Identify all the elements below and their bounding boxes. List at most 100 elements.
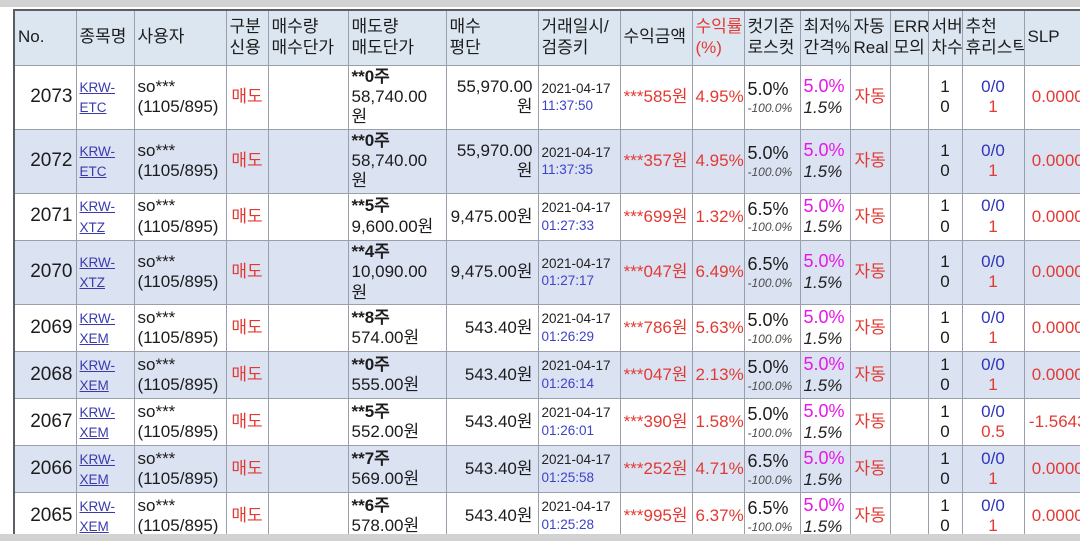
cell-profit: ***786원 [619,304,693,353]
symbol-link[interactable]: KRW-ETC [79,79,116,116]
cell-avg-price: 543.40원 [445,492,539,541]
cell-sell: **0주 58,740.00원 [347,128,447,194]
cell-avg-price: 543.40원 [445,351,539,400]
cell-no: 2069 [13,304,77,353]
cell-cut: 6.5% -100.0% [743,445,801,494]
trade-history-table: No. 종목명 사용자 구분 신용 매수량 매수단가 매도량 매도단가 매수 평단 거래… [13,9,1080,541]
cell-min-gap: 5.0% 1.5% [799,304,851,353]
cell-err [889,304,929,353]
cell-sell: **8주 574.00원 [347,304,447,353]
cell-user: so*** (1105/895) [133,351,227,400]
cell-sell: **0주 58,740.00원 [347,64,447,130]
table-row: 2073 KRW-ETC so*** (1105/895) 매도 **0주 58,7… [13,64,1080,130]
cell-symbol: KRW-ETC [75,64,135,130]
col-recommend: 추천 휴리스틱 [961,9,1025,66]
symbol-link[interactable]: KRW-XTZ [79,255,116,291]
cell-profit: ***252원 [619,445,693,494]
cell-profit: ***047원 [619,239,693,306]
cell-no: 2068 [13,351,77,400]
cell-symbol: KRW-XEM [75,351,135,400]
cell-avg-price: 9,475.00원 [445,239,539,306]
cell-profit: ***995원 [619,492,693,541]
cell-err [889,64,929,130]
col-no: No. [13,9,77,66]
cell-datetime: 2021-04-17 01:25:58 [537,445,621,494]
cell-buy [267,192,349,241]
cell-recommend: 0/0 1 [961,128,1025,194]
cell-min-gap: 5.0% 1.5% [799,492,851,541]
cell-slp: 0.0000 [1023,445,1080,494]
col-rate: 수익률 (%) [691,9,745,66]
cell-no: 2070 [13,239,77,306]
cell-err [889,398,929,447]
cell-symbol: KRW-XEM [75,304,135,353]
cell-sell: **0주 555.00원 [347,351,447,400]
cell-min-gap: 5.0% 1.5% [799,239,851,306]
cell-slp: 0.0000 [1023,304,1080,353]
cell-auto-real: 자동 [849,64,891,130]
cell-buy [267,304,349,353]
cell-recommend: 0/0 0.5 [961,398,1025,447]
cell-user: so*** (1105/895) [133,398,227,447]
col-err: ERR 모의 [889,9,929,66]
cell-auto-real: 자동 [849,398,891,447]
symbol-link[interactable]: KRW-ETC [79,143,116,180]
cell-slp: 0.0000 [1023,64,1080,130]
cell-gubun: 매도 [225,445,269,494]
trade-history-table-wrap: No. 종목명 사용자 구분 신용 매수량 매수단가 매도량 매도단가 매수 평단 거래… [13,9,1080,541]
cell-min-gap: 5.0% 1.5% [799,351,851,400]
cell-min-gap: 5.0% 1.5% [799,192,851,241]
col-symbol: 종목명 [75,9,135,66]
col-cut: 컷기준 로스컷 [743,9,801,66]
cell-datetime: 2021-04-17 01:26:14 [537,351,621,400]
cell-datetime: 2021-04-17 01:27:17 [537,239,621,306]
cell-no: 2071 [13,192,77,241]
cell-rate: 4.95% [691,64,745,130]
window-bottom-strip [0,534,1080,541]
symbol-link[interactable]: KRW-XEM [79,404,116,441]
cell-profit: ***699원 [619,192,693,241]
col-profit: 수익금액 [619,9,693,66]
cell-symbol: KRW-XEM [75,398,135,447]
cell-cut: 5.0% -100.0% [743,64,801,130]
cell-user: so*** (1105/895) [133,304,227,353]
cell-rate: 1.32% [691,192,745,241]
cell-user: so*** (1105/895) [133,239,227,306]
cell-no: 2073 [13,64,77,130]
symbol-link[interactable]: KRW-XEM [79,310,116,347]
col-server: 서버 차수 [927,9,963,66]
symbol-link[interactable]: KRW-XEM [79,451,116,488]
symbol-link[interactable]: KRW-XTZ [79,199,116,235]
cell-auto-real: 자동 [849,351,891,400]
cell-slp: 0.0000 [1023,192,1080,241]
cell-rate: 4.71% [691,445,745,494]
cell-slp: 0.0000 [1023,128,1080,194]
cell-recommend: 0/0 1 [961,351,1025,400]
cell-rate: 6.49% [691,239,745,306]
cell-rate: 2.13% [691,351,745,400]
cell-recommend: 0/0 1 [961,445,1025,494]
cell-profit: ***585원 [619,64,693,130]
cell-cut: 6.5% -100.0% [743,239,801,306]
table-row: 2071 KRW-XTZ so*** (1105/895) 매도 **5주 9,60… [13,192,1080,241]
table-row: 2065 KRW-XEM so*** (1105/895) 매도 **6주 578.… [13,492,1080,541]
cell-err [889,492,929,541]
cell-sell: **5주 9,600.00원 [347,192,447,241]
cell-auto-real: 자동 [849,492,891,541]
cell-symbol: KRW-XEM [75,445,135,494]
cell-buy [267,492,349,541]
cell-avg-price: 543.40원 [445,304,539,353]
cell-gubun: 매도 [225,351,269,400]
symbol-link[interactable]: KRW-XEM [79,498,116,535]
cell-symbol: KRW-XTZ [75,192,135,241]
table-row: 2066 KRW-XEM so*** (1105/895) 매도 **7주 569.… [13,445,1080,494]
symbol-link[interactable]: KRW-XEM [79,357,116,394]
cell-avg-price: 55,970.00원 [445,128,539,194]
cell-slp: 0.0000 [1023,239,1080,306]
